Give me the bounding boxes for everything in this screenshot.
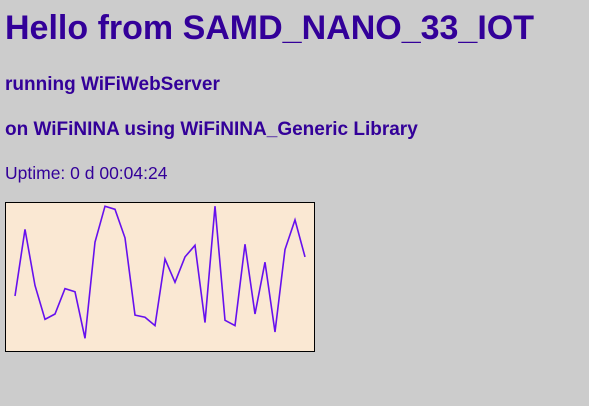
- subtitle-library: on WiFiNINA using WiFiNINA_Generic Libra…: [5, 119, 418, 140]
- subtitle-webserver: running WiFiWebServer: [5, 74, 220, 95]
- uptime-text: Uptime: 0 d 00:04:24: [5, 163, 168, 183]
- page-title: Hello from SAMD_NANO_33_IOT: [5, 9, 534, 47]
- line-chart: [5, 202, 315, 352]
- series-line-0: [14, 205, 306, 339]
- chart-background: [5, 202, 315, 352]
